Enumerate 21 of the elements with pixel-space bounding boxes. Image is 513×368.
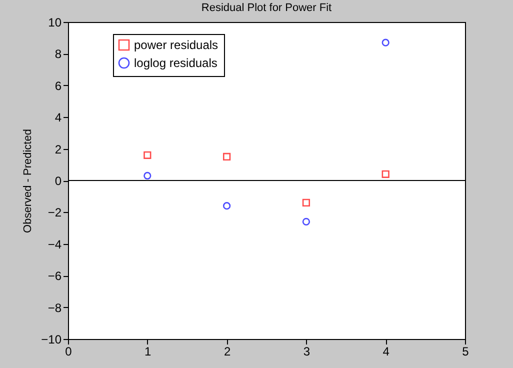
legend-label: loglog residuals — [134, 56, 218, 70]
x-tick-label: 3 — [303, 344, 310, 358]
y-axis-title: Observed - Predicted — [22, 129, 34, 233]
y-tick-label: −4 — [48, 237, 62, 252]
y-tick-label: −8 — [48, 300, 62, 315]
y-tick-label: −6 — [48, 269, 62, 284]
y-tick-label: 2 — [54, 142, 62, 156]
y-tick-label: 8 — [54, 47, 62, 62]
y-tick-label: 10 — [48, 16, 62, 30]
y-tick-label: −10 — [41, 332, 62, 346]
legend-label: power residuals — [134, 38, 218, 52]
x-tick-label: 0 — [65, 344, 72, 358]
y-tick-label: 0 — [54, 174, 62, 188]
y-tick-label: −2 — [48, 206, 62, 220]
x-tick-label: 1 — [144, 344, 152, 358]
x-tick-label: 4 — [382, 344, 390, 358]
y-tick-label: 4 — [54, 110, 62, 125]
x-tick-label: 5 — [462, 344, 470, 358]
x-tick-label: 2 — [224, 344, 231, 358]
chart-title: Residual Plot for Power Fit — [201, 2, 332, 14]
y-tick-label: 6 — [54, 78, 62, 93]
